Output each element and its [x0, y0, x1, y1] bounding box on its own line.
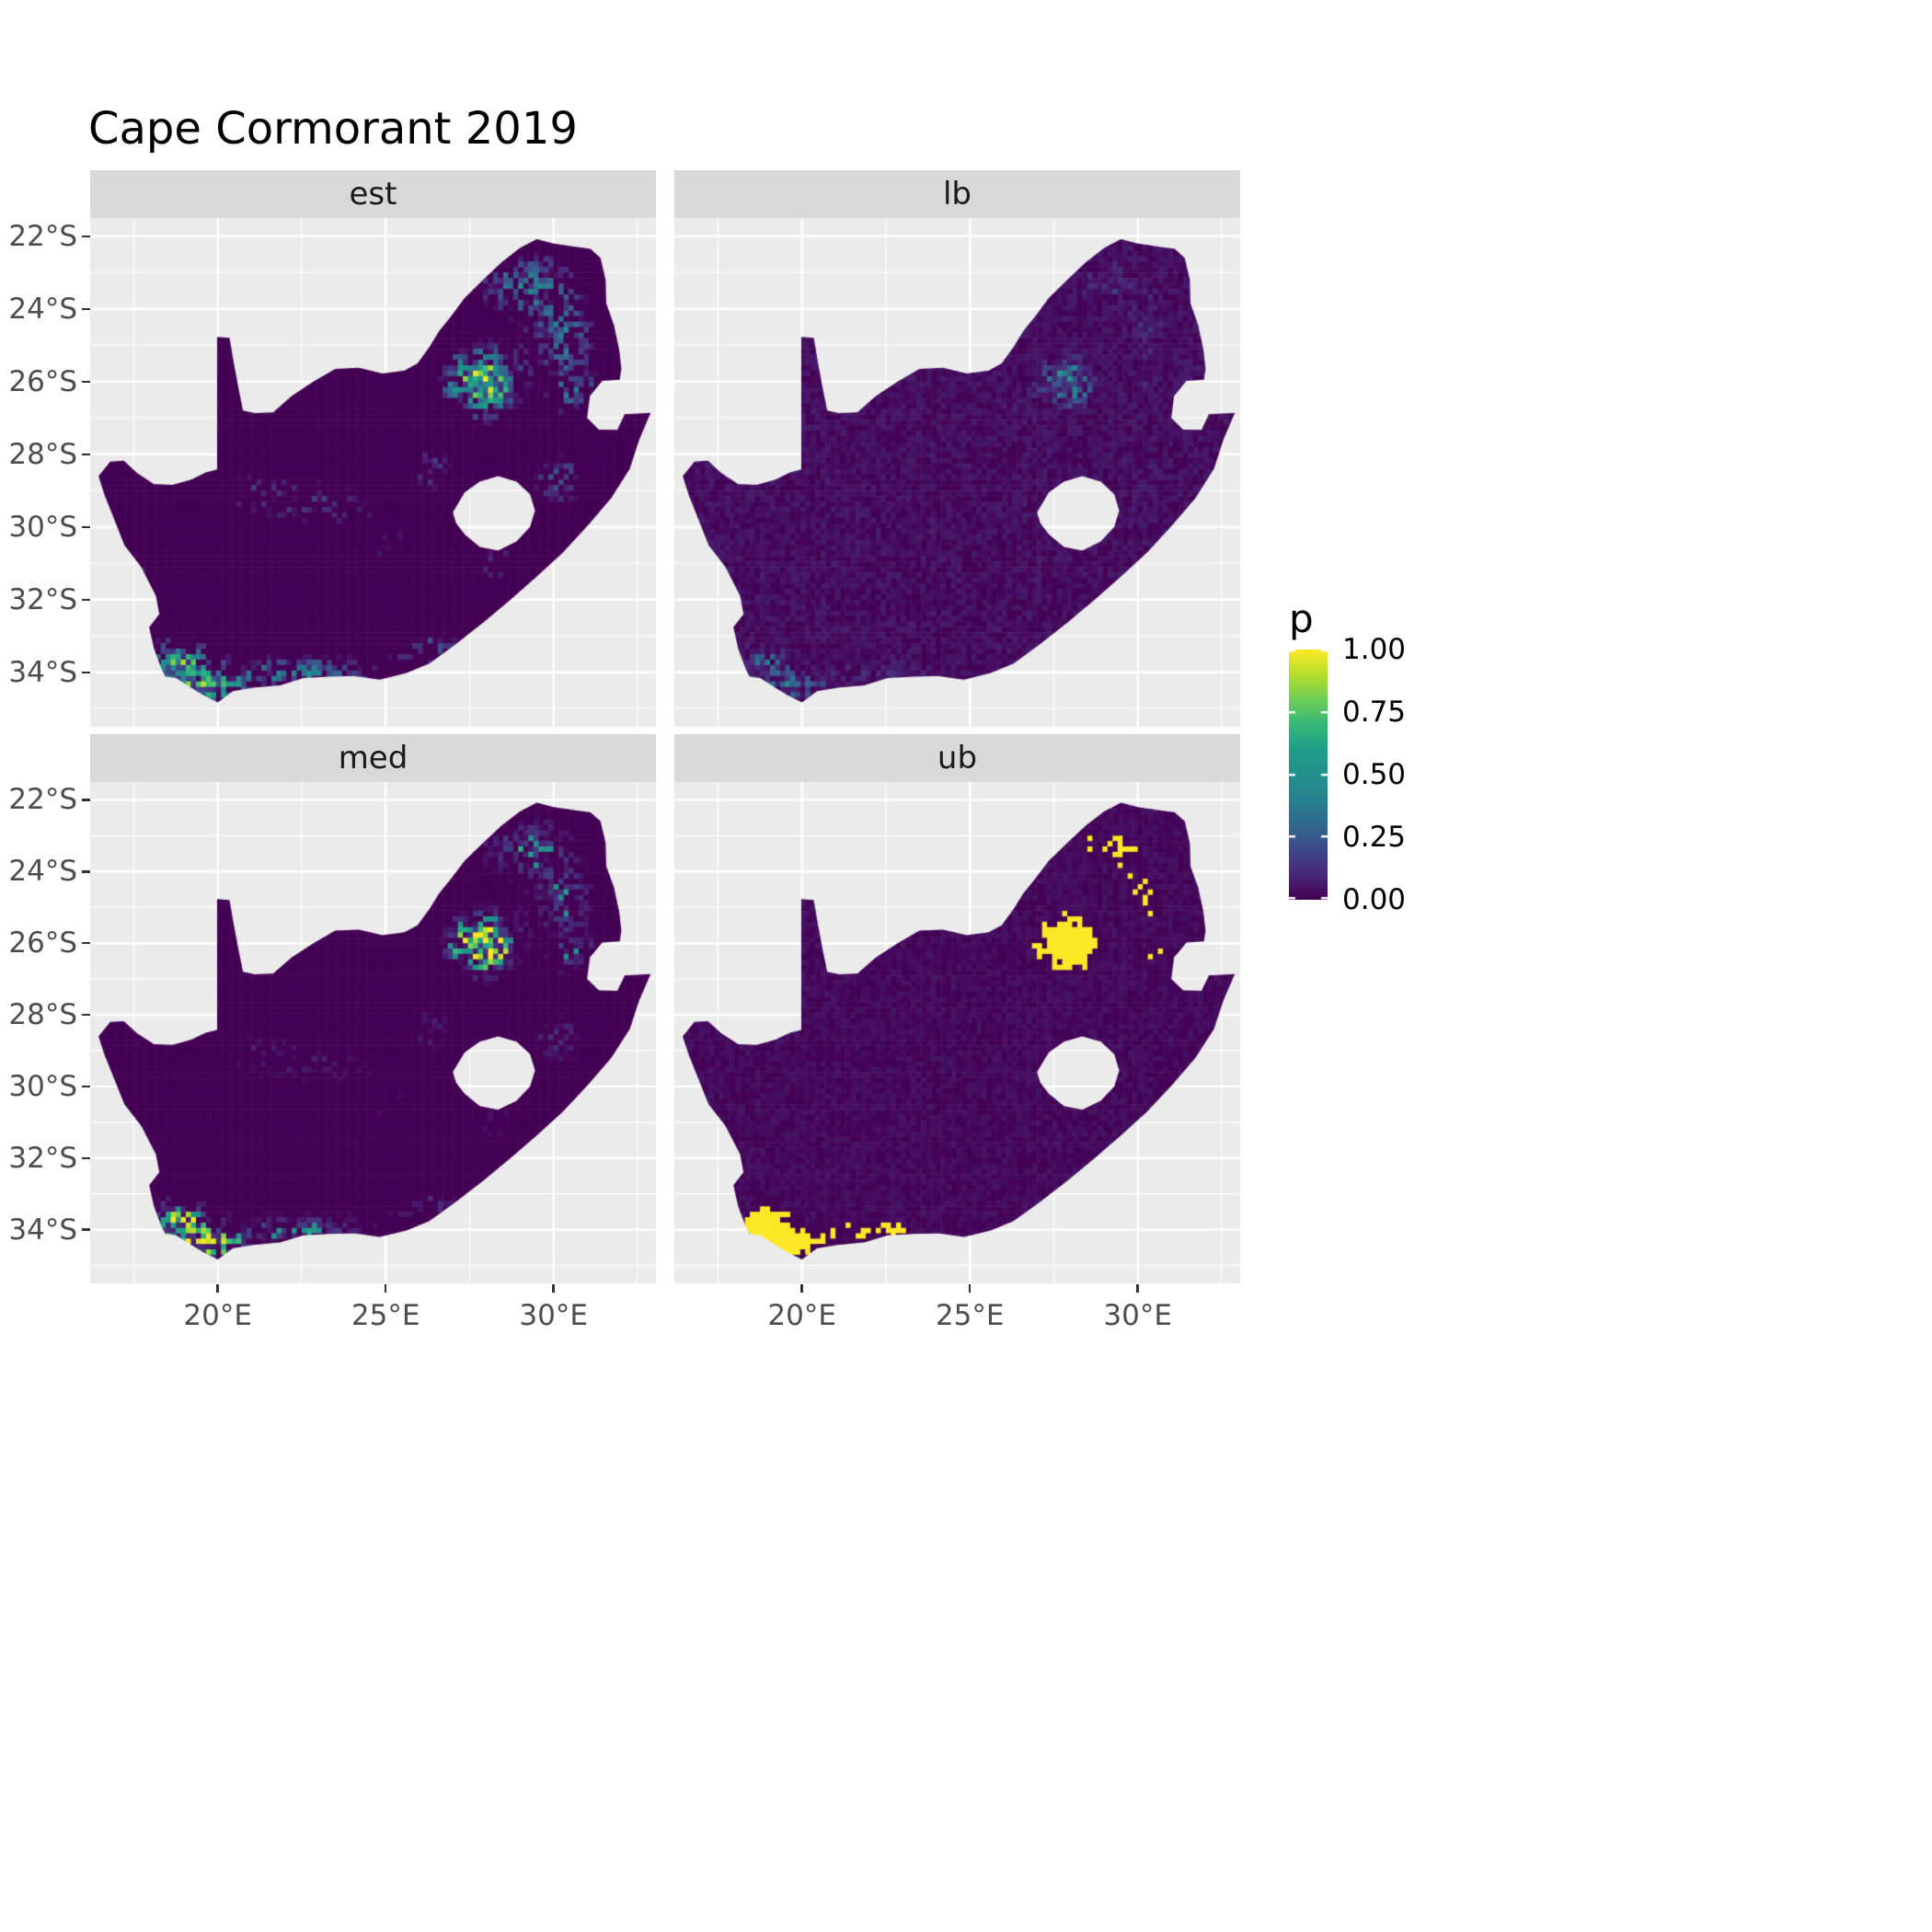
y-axis-tick-label: 22°S	[8, 219, 77, 253]
facet-panel-ub	[674, 782, 1240, 1283]
legend-tick-label: 0.25	[1342, 821, 1407, 854]
y-axis-tick-mark	[82, 799, 90, 801]
facet-panel-lb	[674, 218, 1240, 727]
plot-title: Cape Cormorant 2019	[88, 103, 578, 155]
y-axis-tick-mark	[82, 870, 90, 873]
x-axis-tick-mark	[800, 1284, 803, 1293]
legend-tick-label: 1.00	[1342, 633, 1407, 666]
x-axis-tick-label: 25°E	[351, 1299, 420, 1332]
facet-strip-label-ub: ub	[937, 740, 978, 776]
y-axis-tick-label: 24°S	[8, 292, 77, 326]
y-axis-tick-mark	[82, 525, 90, 529]
y-axis-tick-label: 30°S	[8, 510, 77, 544]
x-axis-tick-mark	[384, 1284, 387, 1293]
y-axis-tick-label: 28°S	[8, 437, 77, 471]
map-canvas-ub	[674, 782, 1240, 1283]
x-axis-tick-label: 25°E	[935, 1299, 1005, 1332]
y-axis-tick-label: 26°S	[8, 364, 77, 398]
x-axis-tick-label: 30°E	[519, 1299, 588, 1332]
facet-strip-lb: lb	[674, 170, 1240, 218]
x-axis-tick-mark	[968, 1284, 972, 1293]
x-axis-tick-label: 30°E	[1103, 1299, 1172, 1332]
y-axis-tick-mark	[82, 598, 90, 602]
facet-panel-med	[90, 782, 656, 1283]
facet-panel-est	[90, 218, 656, 727]
x-axis-tick-mark	[216, 1284, 219, 1293]
x-axis-tick-mark	[552, 1284, 555, 1293]
y-axis-tick-label: 32°S	[8, 1141, 77, 1175]
facet-strip-label-est: est	[349, 176, 397, 213]
legend-title: p	[1289, 596, 1314, 641]
x-axis-tick-label: 20°E	[183, 1299, 252, 1332]
y-axis-tick-mark	[82, 453, 90, 456]
facet-strip-est: est	[90, 170, 656, 218]
legend-tick-label: 0.75	[1342, 696, 1407, 729]
y-axis-tick-mark	[82, 1228, 90, 1231]
y-axis-tick-label: 34°S	[8, 1213, 77, 1247]
map-canvas-est	[90, 218, 656, 727]
y-axis-tick-label: 34°S	[8, 655, 77, 689]
y-axis-tick-label: 32°S	[8, 582, 77, 616]
legend-tick-label: 0.00	[1342, 883, 1407, 916]
x-axis-tick-label: 20°E	[767, 1299, 836, 1332]
y-axis-tick-mark	[82, 307, 90, 311]
y-axis-tick-mark	[82, 941, 90, 945]
y-axis-tick-mark	[82, 1085, 90, 1088]
facet-strip-ub: ub	[674, 734, 1240, 782]
legend-colorbar	[1289, 650, 1328, 900]
facet-strip-label-lb: lb	[942, 176, 972, 213]
map-canvas-med	[90, 782, 656, 1283]
facet-strip-med: med	[90, 734, 656, 782]
y-axis-tick-label: 24°S	[8, 855, 77, 889]
y-axis-tick-mark	[82, 235, 90, 238]
y-axis-tick-mark	[82, 1156, 90, 1160]
y-axis-tick-mark	[82, 671, 90, 674]
y-axis-tick-label: 26°S	[8, 926, 77, 960]
legend-tick-label: 0.50	[1342, 758, 1407, 791]
y-axis-tick-label: 30°S	[8, 1069, 77, 1103]
y-axis-tick-mark	[82, 1013, 90, 1017]
y-axis-tick-mark	[82, 380, 90, 384]
map-canvas-lb	[674, 218, 1240, 727]
facet-strip-label-med: med	[338, 740, 408, 776]
y-axis-tick-label: 22°S	[8, 783, 77, 817]
y-axis-tick-label: 28°S	[8, 998, 77, 1032]
x-axis-tick-mark	[1136, 1284, 1139, 1293]
